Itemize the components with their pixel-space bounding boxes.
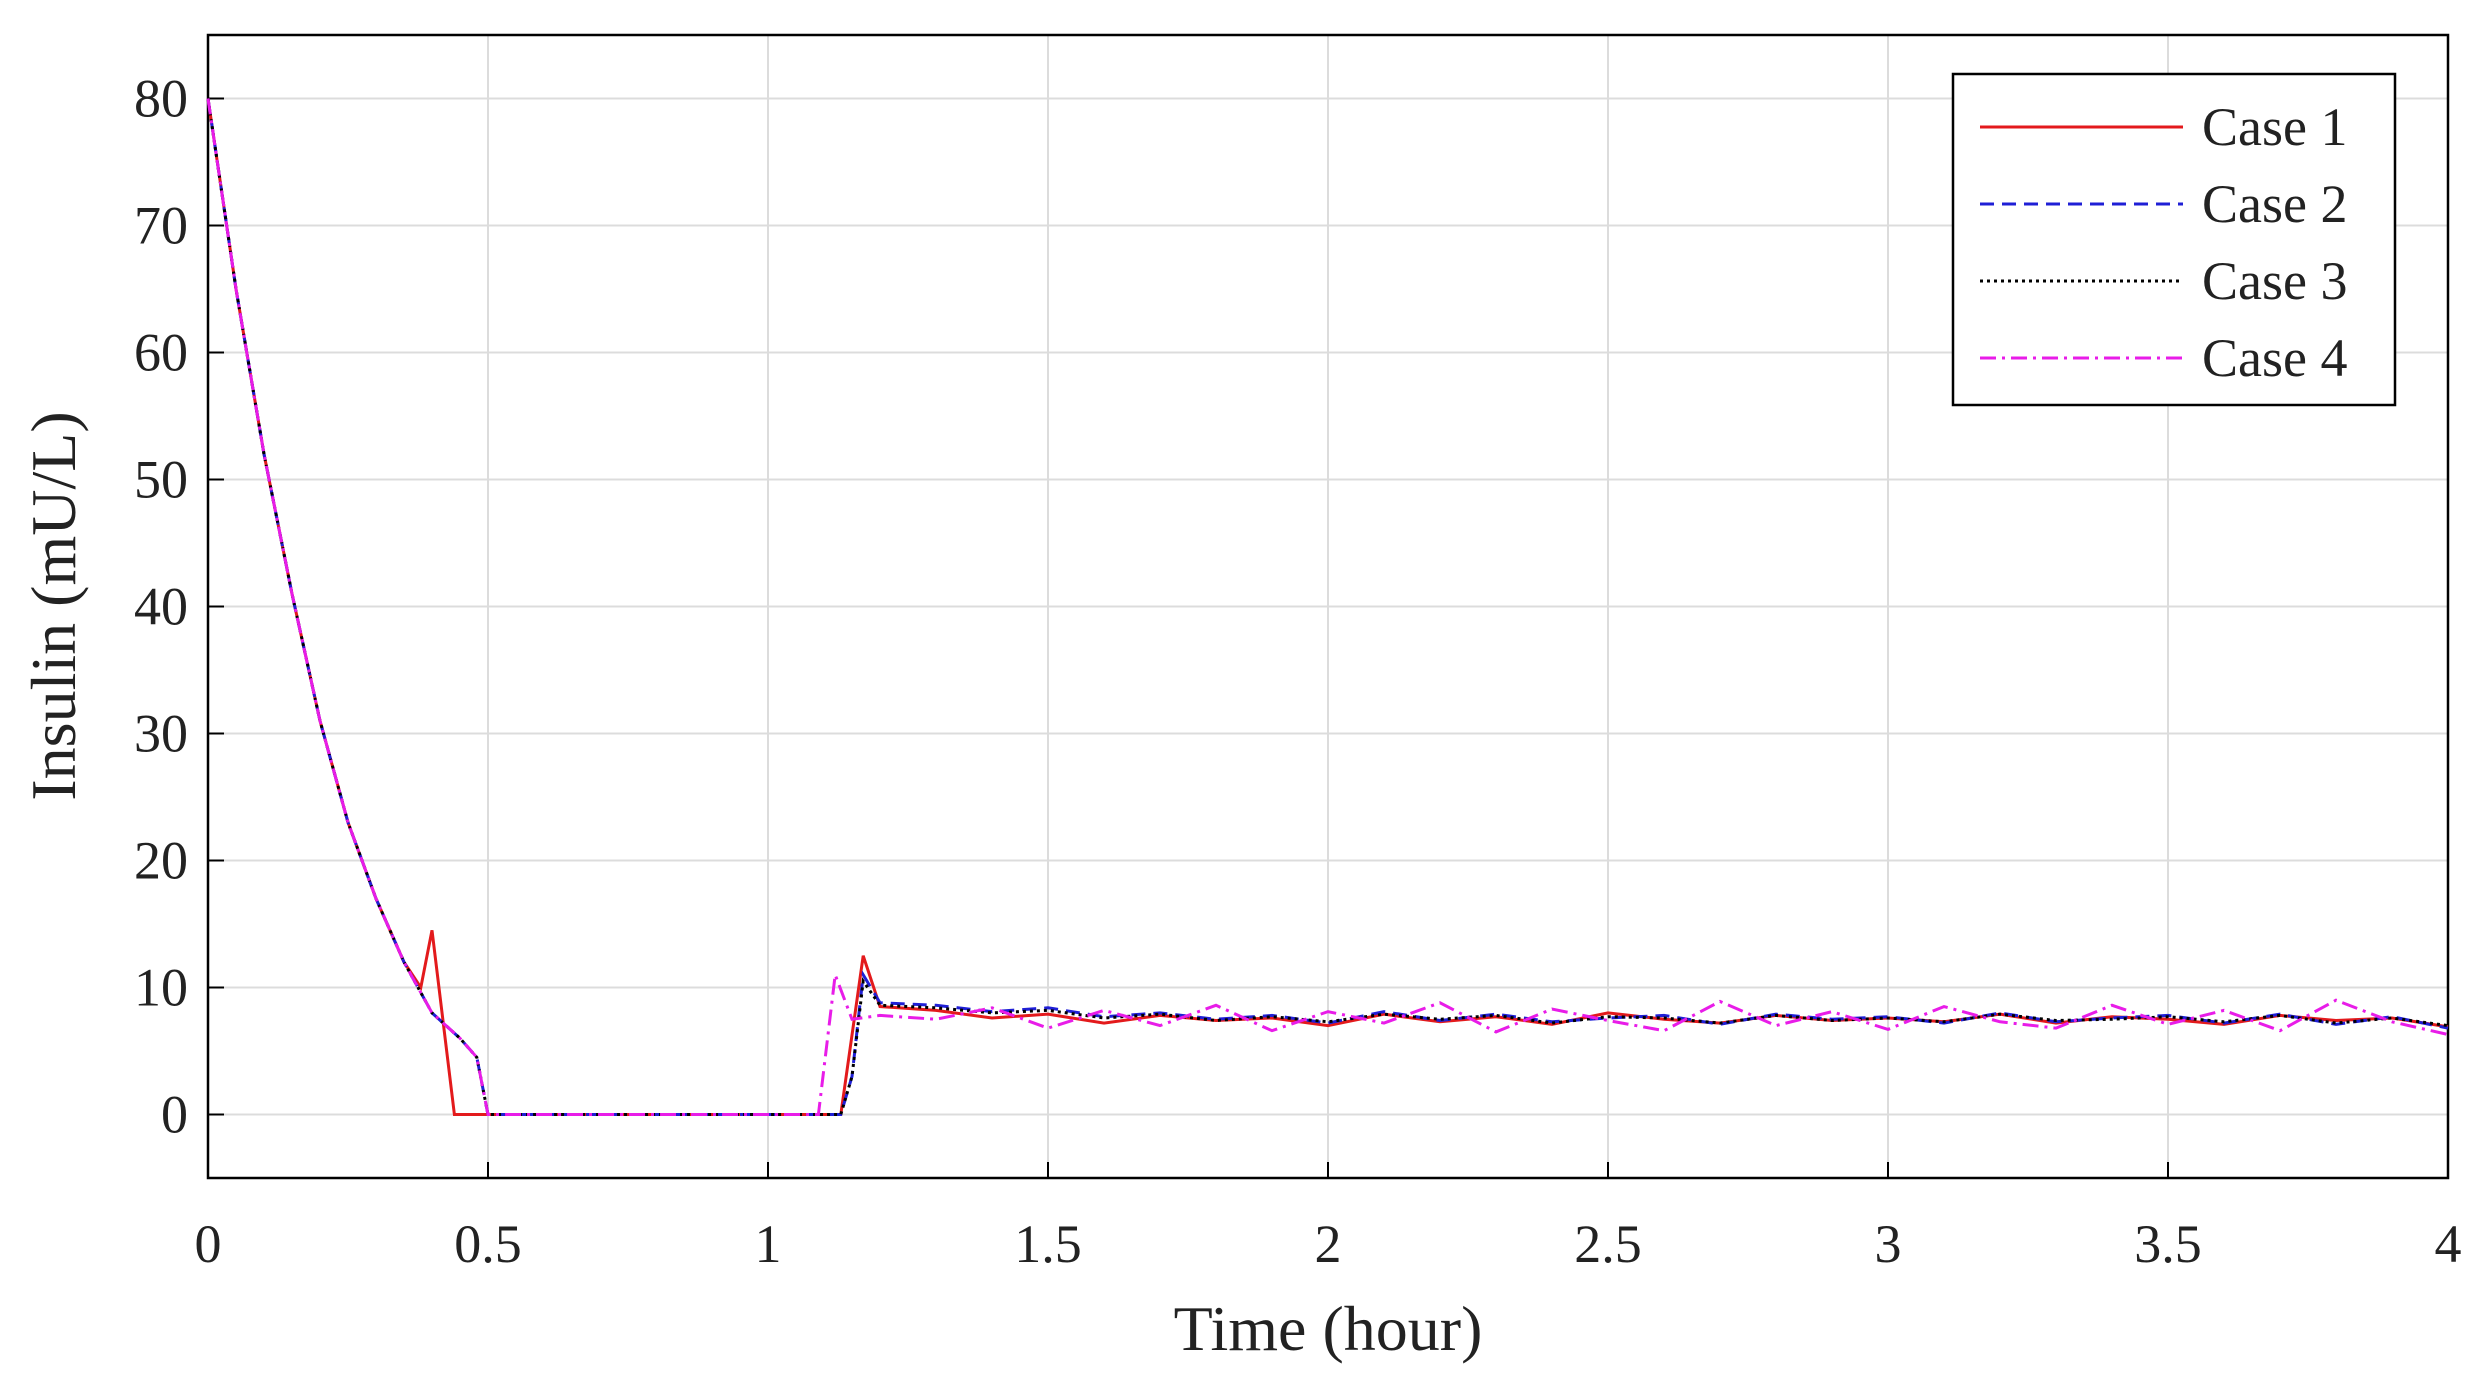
y-tick-label: 40	[134, 577, 188, 637]
x-tick-label: 0.5	[454, 1214, 522, 1274]
x-tick-label: 1.5	[1014, 1214, 1082, 1274]
legend-label: Case 4	[2202, 328, 2347, 388]
y-axis-label: Insulin (mU/L)	[18, 411, 89, 800]
data-line	[206, 98, 2449, 1116]
y-tick-label: 70	[134, 196, 188, 256]
x-tick-label: 3.5	[2134, 1214, 2202, 1274]
legend-label: Case 3	[2202, 251, 2347, 311]
x-axis-label: Time (hour)	[1174, 1293, 1483, 1364]
x-tick-label: 1	[755, 1214, 782, 1274]
y-tick-label: 60	[134, 323, 188, 383]
legend-box	[1951, 72, 2397, 407]
x-tick-label: 2	[1315, 1214, 1342, 1274]
legend-label: Case 2	[2202, 174, 2347, 234]
plot-frame	[206, 33, 2450, 1180]
legend-label: Case 1	[2202, 97, 2347, 157]
y-tick-label: 80	[134, 69, 188, 129]
x-tick-label: 3	[1875, 1214, 1902, 1274]
x-tick-label: 4	[2435, 1214, 2462, 1274]
data-line	[206, 98, 2449, 1116]
y-tick-label: 30	[134, 704, 188, 764]
y-tick-label: 20	[134, 831, 188, 891]
x-tick-label: 0	[195, 1214, 222, 1274]
y-tick-label: 50	[134, 450, 188, 510]
y-tick-label: 10	[134, 958, 188, 1018]
y-tick-label: 0	[161, 1085, 188, 1145]
x-tick-label: 2.5	[1574, 1214, 1642, 1274]
